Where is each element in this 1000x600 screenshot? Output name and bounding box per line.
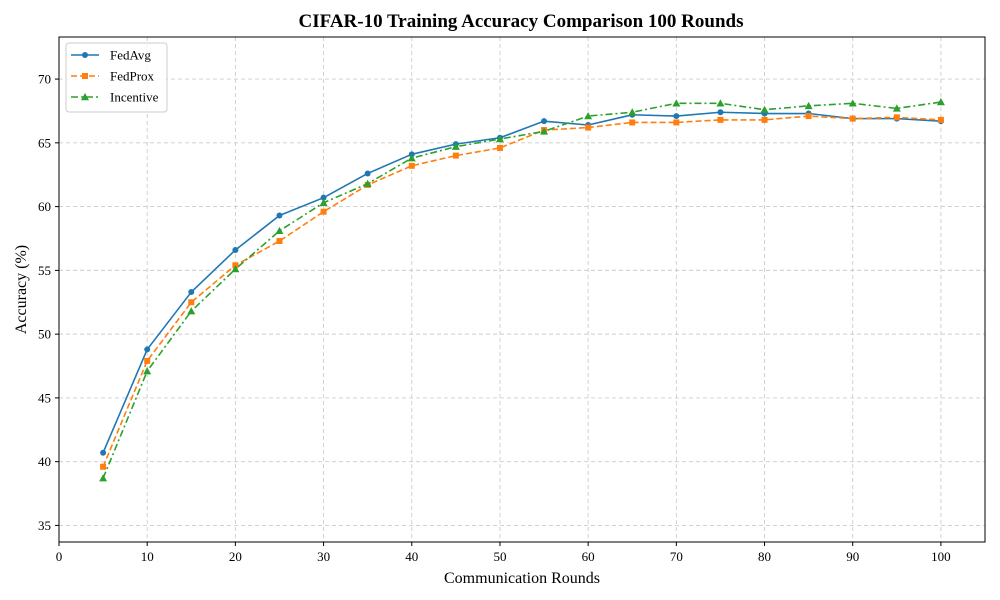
data-point-fedprox: [452, 152, 459, 159]
axis-ticks: 0 10 20 30 40 50 60 70 80 90 100 35 40 45 50 55 60 65 70: [38, 72, 951, 564]
x-tick-label: 40: [405, 549, 418, 564]
data-point-fedprox: [408, 162, 415, 169]
legend-marker-incentive: [81, 93, 89, 101]
x-axis-label: Communication Rounds: [444, 570, 600, 587]
data-point-fedavg: [320, 194, 327, 201]
data-point-fedprox: [937, 116, 944, 123]
y-tick-label: 35: [38, 518, 51, 533]
data-point-incentive: [672, 99, 681, 107]
data-point-incentive: [319, 198, 328, 206]
legend-entry-fedprox: FedProx: [71, 69, 155, 84]
data-point-fedavg: [100, 449, 107, 456]
x-tick-label: 80: [758, 549, 771, 564]
plot-frame: [58, 36, 986, 543]
data-point-fedprox: [805, 113, 812, 120]
data-point-fedprox: [629, 119, 636, 126]
series-fedprox: [100, 113, 944, 470]
series-layer: [99, 98, 945, 482]
data-point-incentive: [540, 127, 549, 135]
data-point-fedprox: [276, 238, 283, 245]
y-tick-label: 55: [38, 263, 51, 278]
legend-marker-fedavg: [82, 52, 88, 58]
legend-label-fedprox: FedProx: [110, 69, 155, 84]
data-point-fedprox: [893, 114, 900, 121]
data-point-incentive: [231, 265, 240, 273]
legend-label-fedavg: FedAvg: [110, 48, 151, 63]
data-point-fedavg: [276, 212, 283, 219]
data-point-fedprox: [717, 116, 724, 123]
data-point-incentive: [584, 112, 593, 120]
series-line-incentive: [102, 101, 942, 479]
series-incentive: [99, 98, 945, 482]
legend: FedAvg FedProx Incentive: [65, 42, 168, 113]
chart-title: CIFAR-10 Training Accuracy Comparison 10…: [299, 11, 744, 32]
y-tick-label: 50: [38, 327, 51, 342]
data-point-incentive: [495, 135, 504, 143]
y-tick-label: 65: [38, 135, 51, 150]
grid-lines: [58, 37, 985, 542]
data-point-fedavg: [188, 289, 195, 296]
data-point-fedprox: [849, 115, 856, 122]
data-point-incentive: [760, 105, 769, 113]
y-tick-label: 45: [38, 390, 51, 405]
data-point-incentive: [804, 101, 813, 110]
data-point-fedavg: [364, 170, 371, 177]
data-point-incentive: [143, 367, 152, 375]
legend-marker-fedprox: [82, 73, 88, 79]
series-line-fedavg: [102, 111, 941, 454]
data-point-fedprox: [144, 357, 151, 364]
legend-label-incentive: Incentive: [110, 90, 159, 105]
series-line-fedprox: [102, 115, 941, 468]
data-point-fedprox: [188, 299, 195, 306]
data-point-fedavg: [144, 346, 151, 353]
x-tick-label: 90: [846, 549, 859, 564]
x-tick-label: 60: [582, 549, 595, 564]
data-point-incentive: [892, 104, 901, 112]
x-tick-label: 0: [56, 549, 63, 564]
data-point-fedprox: [673, 119, 680, 126]
data-point-incentive: [716, 99, 725, 107]
data-point-fedavg: [717, 109, 724, 116]
data-point-incentive: [848, 99, 857, 107]
x-tick-label: 10: [141, 549, 154, 564]
series-fedavg: [100, 109, 944, 456]
data-point-fedavg: [541, 118, 548, 125]
data-point-incentive: [187, 307, 196, 315]
x-tick-label: 100: [931, 549, 951, 564]
data-point-incentive: [363, 179, 372, 187]
x-tick-label: 50: [493, 549, 506, 564]
data-point-incentive: [936, 98, 945, 106]
data-point-fedavg: [673, 113, 680, 120]
data-point-incentive: [451, 142, 460, 150]
data-point-incentive: [99, 474, 108, 482]
legend-box: [65, 42, 168, 113]
x-tick-label: 70: [670, 549, 683, 564]
x-tick-label: 30: [317, 549, 330, 564]
legend-entry-incentive: Incentive: [71, 90, 159, 105]
data-point-fedprox: [496, 144, 503, 151]
y-tick-label: 60: [38, 199, 51, 214]
data-point-fedprox: [100, 463, 107, 470]
y-tick-label: 40: [38, 454, 51, 469]
y-axis-label: Accuracy (%): [13, 245, 30, 334]
data-point-fedavg: [232, 246, 239, 253]
data-point-incentive: [407, 154, 416, 162]
x-tick-label: 20: [229, 549, 242, 564]
data-point-incentive: [628, 108, 637, 116]
data-point-fedprox: [761, 116, 768, 123]
data-point-incentive: [275, 226, 284, 235]
data-point-fedprox: [585, 124, 592, 131]
data-point-fedprox: [320, 208, 327, 215]
y-tick-label: 70: [38, 72, 51, 87]
legend-entry-fedavg: FedAvg: [71, 48, 151, 63]
